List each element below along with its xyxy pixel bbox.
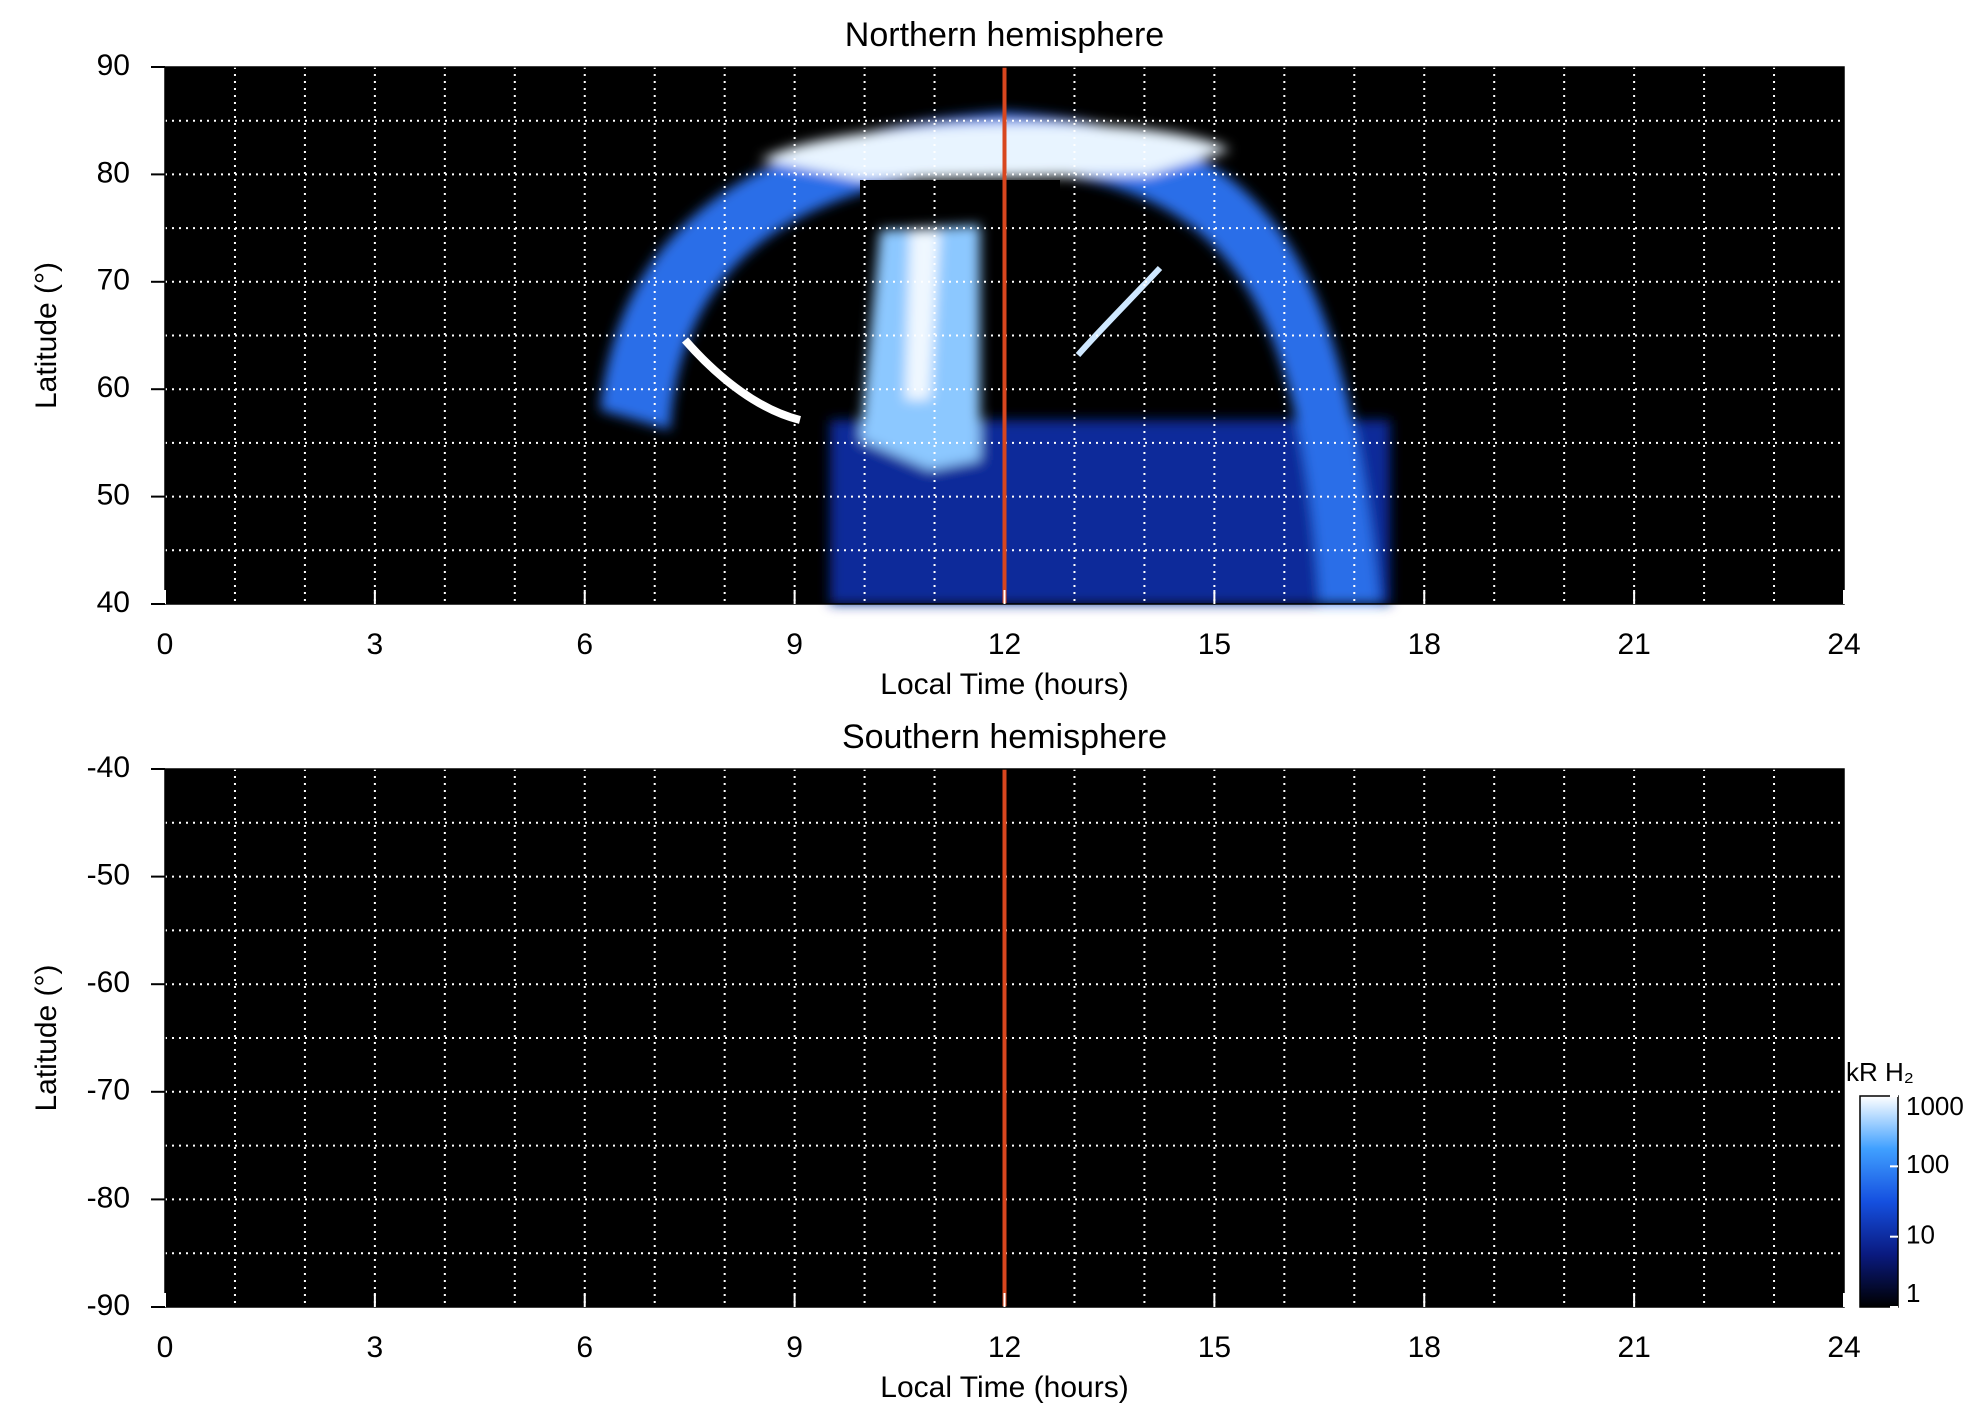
y-tick-label: 70 bbox=[97, 264, 130, 297]
y-tick-label: -90 bbox=[87, 1289, 130, 1322]
x-tick-label: 0 bbox=[157, 628, 174, 661]
emission-image bbox=[600, 112, 1390, 604]
x-axis-label: Local Time (hours) bbox=[880, 668, 1128, 701]
x-tick-label: 9 bbox=[786, 628, 803, 661]
colorbar-tick-label: 10 bbox=[1906, 1220, 1935, 1250]
x-tick-label: 21 bbox=[1617, 628, 1650, 661]
emission-gap bbox=[860, 180, 1060, 210]
colorbar bbox=[1859, 1095, 1899, 1308]
y-axis-label: Latitude (°) bbox=[30, 262, 63, 409]
emission-arc bbox=[1075, 265, 1163, 357]
emission bbox=[905, 230, 940, 400]
x-tick-label: 12 bbox=[988, 628, 1021, 661]
chart-title: Southern hemisphere bbox=[842, 718, 1167, 756]
x-tick-label: 3 bbox=[367, 1331, 384, 1364]
y-tick-label: -80 bbox=[87, 1181, 130, 1214]
colorbar-label: kR H₂ bbox=[1846, 1057, 1914, 1087]
colorbar-tick-label: 1 bbox=[1906, 1278, 1920, 1308]
x-tick-label: 3 bbox=[367, 628, 384, 661]
y-tick-label: 90 bbox=[97, 49, 130, 82]
y-tick-label: -60 bbox=[87, 966, 130, 999]
x-tick-label: 15 bbox=[1198, 1331, 1231, 1364]
x-tick-label: 18 bbox=[1408, 1331, 1441, 1364]
x-tick-label: 6 bbox=[576, 1331, 593, 1364]
y-axis-label: Latitude (°) bbox=[30, 964, 63, 1111]
x-tick-label: 21 bbox=[1617, 1331, 1650, 1364]
y-tick-label: -50 bbox=[87, 859, 130, 892]
x-tick-label: 24 bbox=[1827, 1331, 1860, 1364]
y-tick-label: -70 bbox=[87, 1074, 130, 1107]
x-axis-label: Local Time (hours) bbox=[880, 1371, 1128, 1404]
colorbar-tick-label: 100 bbox=[1906, 1149, 1949, 1179]
x-tick-label: 18 bbox=[1408, 628, 1441, 661]
emission bbox=[760, 122, 1230, 180]
y-tick-label: 40 bbox=[97, 586, 130, 619]
x-tick-label: 24 bbox=[1827, 628, 1860, 661]
y-tick-label: 60 bbox=[97, 371, 130, 404]
x-tick-label: 15 bbox=[1198, 628, 1231, 661]
emission-arc bbox=[681, 337, 801, 424]
x-tick-label: 6 bbox=[576, 628, 593, 661]
x-tick-label: 12 bbox=[988, 1331, 1021, 1364]
x-tick-label: 9 bbox=[786, 1331, 803, 1364]
colorbar-tick-label: 1000 bbox=[1906, 1091, 1964, 1121]
y-tick-label: 80 bbox=[97, 156, 130, 189]
y-tick-label: -40 bbox=[87, 751, 130, 784]
x-tick-label: 0 bbox=[157, 1331, 174, 1364]
y-tick-label: 50 bbox=[97, 479, 130, 512]
chart-title: Northern hemisphere bbox=[845, 16, 1164, 54]
